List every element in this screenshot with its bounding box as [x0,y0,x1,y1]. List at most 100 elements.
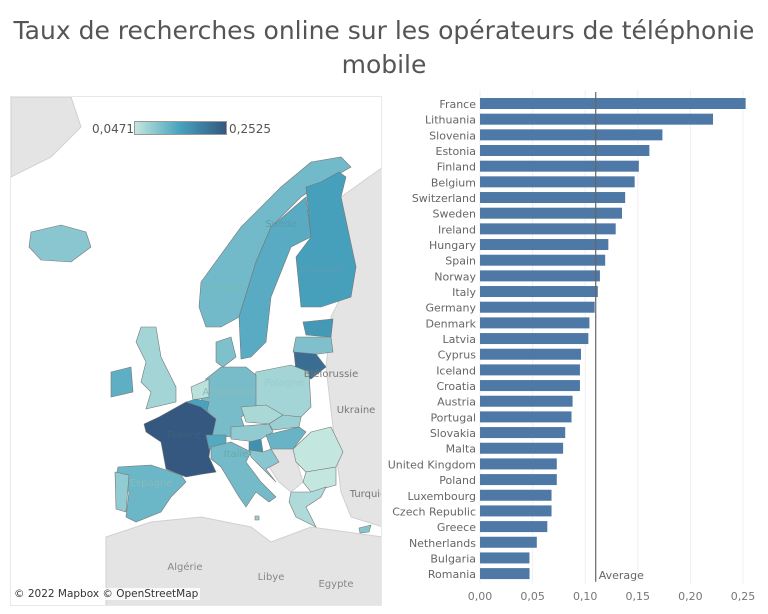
category-label: Poland [439,474,476,487]
bar[interactable] [480,489,552,501]
choropleth-map[interactable]: Suède Finlande Norvège Pologne Allemagne Fran… [10,96,382,606]
country-denmark[interactable] [215,336,237,368]
map-place-label: Egypte [318,579,353,590]
bar[interactable] [480,505,552,517]
map-place-label: Algérie [167,561,202,573]
category-label: Finland [437,161,476,174]
category-label: Netherlands [409,537,476,550]
category-label: Latvia [443,333,477,346]
country-croatia[interactable] [248,448,280,483]
country-norway[interactable] [198,156,352,328]
map-place-label: Espagne [130,478,173,489]
map-place-label: Biélorussie [304,368,359,380]
bar[interactable] [480,552,530,564]
country-italy[interactable] [210,441,277,508]
bar[interactable] [480,129,663,141]
country-netherlands[interactable] [190,378,210,401]
x-tick-label: 0,25 [731,590,756,603]
land-africa [105,516,381,605]
map-place-label: Pologne [264,378,304,389]
bar[interactable] [480,192,626,204]
bar[interactable] [480,239,609,251]
category-label: Germany [425,302,476,315]
x-tick-label: 0,20 [678,590,703,603]
category-label: Malta [446,443,476,456]
chart-title: Taux de recherches online sur les opérat… [13,16,755,79]
bar[interactable] [480,427,566,439]
bar[interactable] [480,207,623,219]
country-hungary[interactable] [265,426,307,450]
category-label: United Kingdom [388,458,476,471]
category-label: Slovakia [430,427,476,440]
x-tick-label: 0,00 [468,590,493,603]
category-label: Cyprus [438,349,477,362]
bar[interactable] [480,286,598,298]
bar[interactable] [480,98,746,109]
category-label: Portugal [430,411,476,424]
country-sweden[interactable] [238,196,312,360]
category-label: Iceland [436,364,476,377]
legend-min-label: 0,0471 [92,122,134,136]
bar[interactable] [480,364,580,376]
color-legend-gradient [134,121,227,135]
category-label: Czech Republic [392,505,476,518]
category-label: Greece [437,521,476,534]
bar[interactable] [480,458,557,470]
country-ireland[interactable] [110,366,134,398]
country-slovakia[interactable] [268,414,302,431]
map-place-label: Allemagne [202,387,255,398]
bar[interactable] [480,145,650,157]
map-place-label: Turquie [349,489,382,500]
category-label: Luxembourg [407,490,476,503]
map-place-label: Suède [265,218,296,230]
country-finland[interactable] [295,171,357,308]
bar[interactable] [480,474,557,486]
category-label: Lithuania [425,114,476,127]
country-iceland[interactable] [28,224,92,263]
country-cyprus[interactable] [358,524,372,534]
bar[interactable] [480,317,590,329]
bar[interactable] [480,411,572,423]
bar[interactable] [480,270,600,282]
category-label: Estonia [436,145,477,158]
bar[interactable] [480,442,564,454]
country-united-kingdom[interactable] [135,326,177,410]
category-label: France [439,98,476,111]
bar[interactable] [480,395,573,407]
map-attribution[interactable]: © 2022 Mapbox © OpenStreetMap [12,588,201,600]
category-label: Belgium [431,176,476,189]
bar[interactable] [480,301,595,313]
country-romania[interactable] [292,426,344,473]
bar[interactable] [480,333,589,345]
bar[interactable] [480,521,548,533]
land-greenland [11,97,82,178]
country-greece[interactable] [288,486,327,528]
category-label: Denmark [425,317,476,330]
country-estonia[interactable] [302,318,334,338]
map-place-label: Ukraine [337,405,376,416]
country-latvia[interactable] [292,336,334,356]
bar[interactable] [480,254,606,266]
x-tick-label: 0,15 [626,590,651,603]
category-label: Sweden [433,208,476,221]
bar[interactable] [480,223,616,235]
bar[interactable] [480,348,581,360]
bar[interactable] [480,176,635,188]
bar[interactable] [480,380,580,392]
bar[interactable] [480,536,537,548]
bar[interactable] [480,160,639,172]
x-tick-label: 0,10 [573,590,598,603]
country-france[interactable] [143,401,217,478]
average-label: Average [599,569,644,582]
map-place-label: Finlande [300,265,342,276]
map-place-label: Libye [258,572,285,583]
category-label: Norway [434,270,476,283]
country-malta[interactable] [254,515,260,521]
bar[interactable] [480,568,530,580]
x-tick-label: 0,05 [520,590,545,603]
country-portugal[interactable] [114,471,130,513]
category-label: Romania [428,568,476,581]
map-place-label: Italie [224,449,249,460]
bar[interactable] [480,113,714,125]
country-austria[interactable] [230,423,274,443]
